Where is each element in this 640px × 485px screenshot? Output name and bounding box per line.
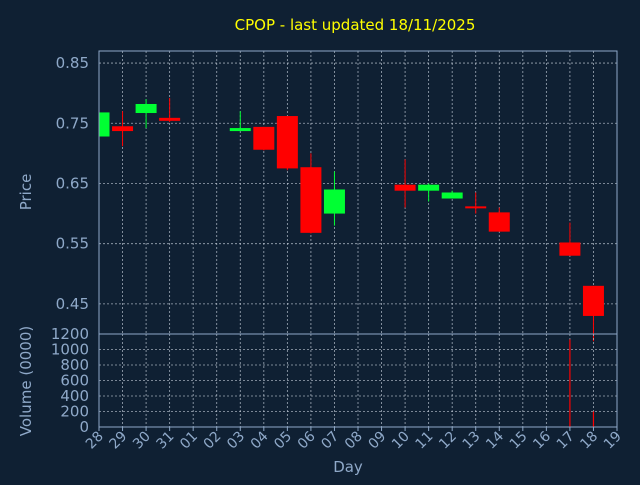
x-tick-label: 11 [413, 429, 437, 453]
x-tick-label: 13 [460, 429, 484, 453]
price-tick-label: 0.55 [56, 235, 89, 253]
candle [394, 159, 416, 208]
price-axis-label: Price [17, 174, 35, 211]
candle-body [229, 128, 251, 132]
x-tick-label: 01 [177, 429, 201, 453]
x-tick-label: 29 [106, 429, 130, 453]
candle [488, 207, 510, 232]
x-tick-label: 16 [530, 428, 554, 452]
x-tick-label: 10 [389, 429, 413, 453]
candle [441, 190, 463, 199]
price-tick-label: 0.65 [56, 174, 89, 192]
x-tick-label: 04 [248, 428, 272, 452]
x-tick-label: 05 [271, 429, 295, 453]
candle-body [276, 116, 298, 169]
candle-body [99, 112, 110, 137]
candle-body [300, 167, 322, 233]
x-tick-label: 02 [201, 429, 225, 453]
price-panel: 0.85 0.75 0.65 0.55 0.45 [56, 50, 618, 342]
volume-tick-label: 400 [60, 387, 89, 405]
candle [159, 97, 181, 123]
x-tick-label: 30 [130, 429, 154, 453]
volume-tick-label: 200 [60, 403, 89, 421]
candle-body [135, 103, 157, 114]
x-tick-label: 17 [554, 429, 578, 453]
candle [276, 116, 298, 171]
candle [418, 183, 440, 202]
price-tick-label: 0.85 [56, 54, 89, 72]
x-axis: 28 29 30 31 01 02 03 04 05 06 07 08 09 10 11 12 13 14 15 16… [83, 427, 625, 452]
candle [300, 153, 322, 234]
candle-body [582, 285, 604, 316]
candle [229, 111, 251, 132]
x-tick-label: 15 [507, 429, 531, 453]
candle-body [559, 242, 581, 256]
candle-body [465, 206, 487, 209]
volume-tick-label: 1000 [51, 341, 89, 359]
candle-body [418, 184, 440, 191]
candle-body [488, 212, 510, 232]
candle-body [159, 117, 181, 121]
price-tick-label: 0.75 [56, 114, 89, 132]
candle-body [253, 126, 275, 150]
candle [112, 111, 134, 147]
x-tick-label: 18 [577, 429, 601, 453]
x-tick-label: 09 [365, 429, 389, 453]
candle [323, 171, 345, 226]
candle-body [323, 189, 345, 214]
volume-axis-label: Volume (0000) [17, 326, 35, 436]
x-tick-label: 12 [436, 429, 460, 453]
x-tick-label: 03 [224, 429, 248, 453]
x-tick-label: 07 [318, 429, 342, 453]
x-axis-label: Day [333, 458, 363, 476]
x-tick-label: 06 [295, 428, 319, 452]
volume-tick-label: 600 [60, 372, 89, 390]
x-tick-label: 19 [601, 429, 625, 453]
candle [582, 285, 604, 342]
candle-body [112, 126, 134, 132]
volume-tick-label: 1200 [51, 325, 89, 343]
candle-body [441, 192, 463, 199]
candle [135, 99, 157, 129]
volume-tick-label: 0 [79, 418, 89, 436]
candle [253, 126, 275, 151]
candle-body [394, 184, 416, 191]
x-tick-label: 08 [342, 429, 366, 453]
candle [559, 222, 581, 256]
candle [465, 192, 487, 214]
price-tick-label: 0.45 [56, 295, 89, 313]
x-tick-label: 14 [483, 428, 507, 452]
chart-title: CPOP - last updated 18/11/2025 [235, 16, 476, 34]
candle [98, 111, 110, 139]
volume-tick-label: 800 [60, 356, 89, 374]
x-tick-label: 31 [154, 429, 178, 453]
